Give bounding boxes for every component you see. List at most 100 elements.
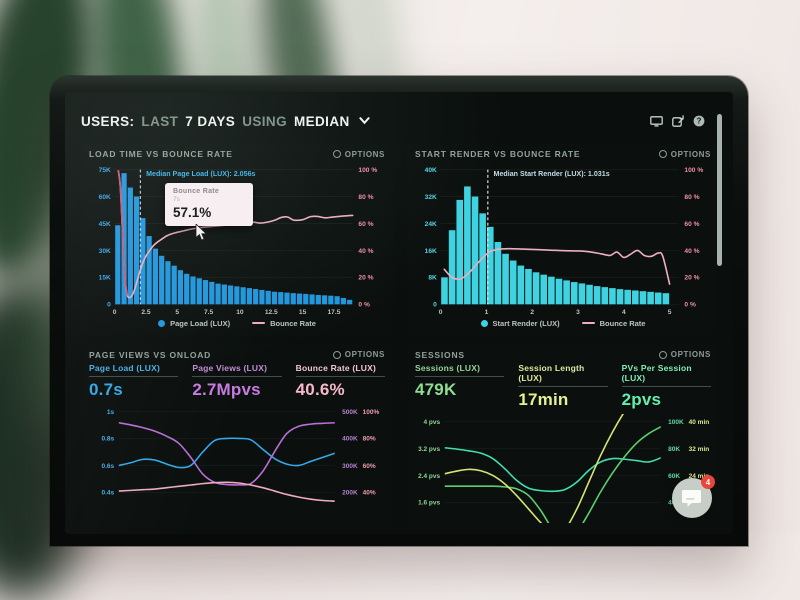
dashboard-header: USERS: LAST 7 DAYS USING MEDIAN bbox=[81, 108, 719, 134]
svg-text:0 %: 0 % bbox=[684, 302, 696, 309]
svg-text:60 %: 60 % bbox=[684, 221, 699, 228]
svg-text:60K: 60K bbox=[668, 472, 680, 479]
svg-text:80%: 80% bbox=[363, 435, 376, 442]
svg-text:1: 1 bbox=[485, 309, 489, 316]
svg-text:30K: 30K bbox=[99, 248, 111, 255]
svg-text:2: 2 bbox=[530, 309, 534, 316]
svg-text:0: 0 bbox=[113, 309, 117, 316]
svg-text:2.4 pvs: 2.4 pvs bbox=[418, 472, 440, 479]
svg-text:45K: 45K bbox=[99, 221, 111, 228]
options-button[interactable]: OPTIONS bbox=[332, 350, 385, 359]
svg-text:24 min: 24 min bbox=[689, 472, 710, 479]
svg-text:60%: 60% bbox=[363, 462, 376, 469]
svg-text:100%: 100% bbox=[363, 408, 380, 415]
svg-text:12.5: 12.5 bbox=[265, 309, 278, 316]
legend-line-icon bbox=[581, 321, 595, 325]
svg-text:20 %: 20 % bbox=[684, 275, 699, 282]
svg-text:20 %: 20 % bbox=[358, 275, 373, 282]
svg-text:0.4s: 0.4s bbox=[101, 489, 114, 496]
svg-text:0.8s: 0.8s bbox=[101, 435, 114, 442]
metric-sessions: Sessions (LUX) 479K bbox=[415, 363, 505, 410]
gear-icon bbox=[332, 150, 341, 158]
svg-text:2.5: 2.5 bbox=[141, 309, 151, 316]
panel-title: LOAD TIME VS BOUNCE RATE bbox=[89, 149, 233, 159]
metric-value: 2.7Mpvs bbox=[192, 379, 261, 399]
svg-text:40 %: 40 % bbox=[684, 248, 699, 255]
metric-value: 40.6% bbox=[295, 379, 345, 399]
svg-text:15K: 15K bbox=[99, 275, 111, 282]
svg-text:0: 0 bbox=[439, 309, 443, 316]
svg-text:15: 15 bbox=[299, 309, 307, 316]
svg-text:40K: 40K bbox=[425, 167, 437, 174]
display-icon[interactable] bbox=[650, 115, 663, 127]
panel-sessions: SESSIONS OPTIONS Sessions (LUX) 479K Ses… bbox=[407, 343, 719, 528]
svg-text:Median Page Load (LUX): 2.056s: Median Page Load (LUX): 2.056s bbox=[146, 170, 255, 178]
svg-text:32 min: 32 min bbox=[689, 445, 710, 452]
users-range-dropdown[interactable]: USERS: LAST 7 DAYS USING MEDIAN bbox=[81, 114, 370, 129]
metric-value: 2pvs bbox=[621, 389, 662, 409]
svg-text:1s: 1s bbox=[107, 408, 115, 415]
svg-text:10: 10 bbox=[236, 309, 244, 316]
laptop-screen: USERS: LAST 7 DAYS USING MEDIAN bbox=[65, 92, 733, 534]
svg-text:200K: 200K bbox=[342, 489, 358, 496]
chat-widget-button[interactable]: 4 bbox=[672, 475, 715, 518]
svg-text:17.5: 17.5 bbox=[327, 309, 340, 316]
scrollbar-thumb[interactable] bbox=[717, 114, 722, 266]
svg-text:16K: 16K bbox=[425, 248, 437, 255]
tooltip-title: Bounce Rate bbox=[173, 188, 220, 195]
header-metric-value: MEDIAN bbox=[293, 113, 350, 129]
chart-tooltip: Bounce Rate 7s 57.1% bbox=[165, 183, 253, 241]
panel-title: START RENDER VS BOUNCE RATE bbox=[415, 149, 581, 159]
svg-text:Median Start Render (LUX): 1.0: Median Start Render (LUX): 1.031s bbox=[494, 170, 610, 178]
chat-bubble-icon bbox=[682, 489, 701, 507]
svg-text:7.5: 7.5 bbox=[204, 309, 214, 316]
metric-value: 479K bbox=[415, 379, 457, 399]
laptop: USERS: LAST 7 DAYS USING MEDIAN bbox=[50, 76, 748, 546]
svg-text:75K: 75K bbox=[99, 167, 111, 174]
help-icon[interactable]: ? bbox=[693, 115, 705, 127]
svg-text:?: ? bbox=[697, 117, 702, 126]
svg-text:8K: 8K bbox=[428, 275, 437, 282]
chevron-down-icon bbox=[359, 116, 370, 124]
options-button[interactable]: OPTIONS bbox=[658, 350, 711, 359]
svg-text:4 pvs: 4 pvs bbox=[424, 418, 441, 425]
metric-bounce-rate: Bounce Rate (LUX) 40.6% bbox=[295, 363, 385, 400]
svg-text:60K: 60K bbox=[99, 194, 111, 201]
svg-text:400K: 400K bbox=[342, 435, 358, 442]
page-views-line-chart: 1s 500K 100% 0.8s 400K 80% 0.6s 300K 60% 0.4s 200K… bbox=[101, 408, 380, 502]
svg-text:60 %: 60 % bbox=[358, 221, 373, 228]
metric-page-load: Page Load (LUX) 0.7s bbox=[89, 363, 179, 400]
metric-value: 17min bbox=[518, 389, 569, 409]
metric-row: Sessions (LUX) 479K Session Length (LUX)… bbox=[415, 363, 711, 410]
svg-text:4: 4 bbox=[622, 309, 626, 316]
svg-text:3: 3 bbox=[576, 309, 580, 316]
chart-legend: Page Load (LUX) Bounce Rate bbox=[89, 319, 385, 328]
svg-text:0: 0 bbox=[433, 302, 437, 309]
start-render-histogram-chart: 40K 100 % 32K 80 % 24K 60 % 16K 40 % 8K 20 % 0 0 % 0… bbox=[425, 167, 704, 316]
legend-dot-icon bbox=[480, 319, 488, 327]
metric-value: 0.7s bbox=[89, 379, 123, 399]
svg-text:100 %: 100 % bbox=[358, 167, 377, 174]
share-icon[interactable] bbox=[672, 115, 684, 127]
svg-text:0: 0 bbox=[107, 302, 111, 309]
svg-text:0.6s: 0.6s bbox=[101, 462, 114, 469]
svg-text:24K: 24K bbox=[425, 221, 437, 228]
options-button[interactable]: OPTIONS bbox=[658, 150, 711, 159]
panel-grid: LOAD TIME VS BOUNCE RATE OPTIONS 75K 100 … bbox=[81, 143, 719, 528]
svg-text:40%: 40% bbox=[363, 489, 376, 496]
gear-icon bbox=[658, 150, 667, 158]
svg-text:32K: 32K bbox=[425, 194, 437, 201]
svg-text:5: 5 bbox=[175, 309, 179, 316]
options-button[interactable]: OPTIONS bbox=[332, 150, 385, 159]
panel-page-views-vs-onload: PAGE VIEWS VS ONLOAD OPTIONS Page Load (… bbox=[81, 343, 393, 528]
panel-title: PAGE VIEWS VS ONLOAD bbox=[89, 349, 212, 360]
svg-text:1.6 pvs: 1.6 pvs bbox=[418, 499, 440, 506]
metric-page-views: Page Views (LUX) 2.7Mpvs bbox=[192, 363, 282, 400]
header-range-value: 7 DAYS bbox=[185, 113, 236, 129]
panel-start-render-vs-bounce-rate: START RENDER VS BOUNCE RATE OPTIONS 40K 1… bbox=[407, 143, 719, 335]
tooltip-sub: 7s bbox=[173, 196, 180, 203]
metric-pvs-per-session: PVs Per Session (LUX) 2pvs bbox=[621, 363, 711, 410]
dashboard: USERS: LAST 7 DAYS USING MEDIAN bbox=[65, 92, 733, 534]
header-brand: USERS: bbox=[81, 113, 135, 129]
metric-row: Page Load (LUX) 0.7s Page Views (LUX) 2.… bbox=[89, 363, 385, 400]
